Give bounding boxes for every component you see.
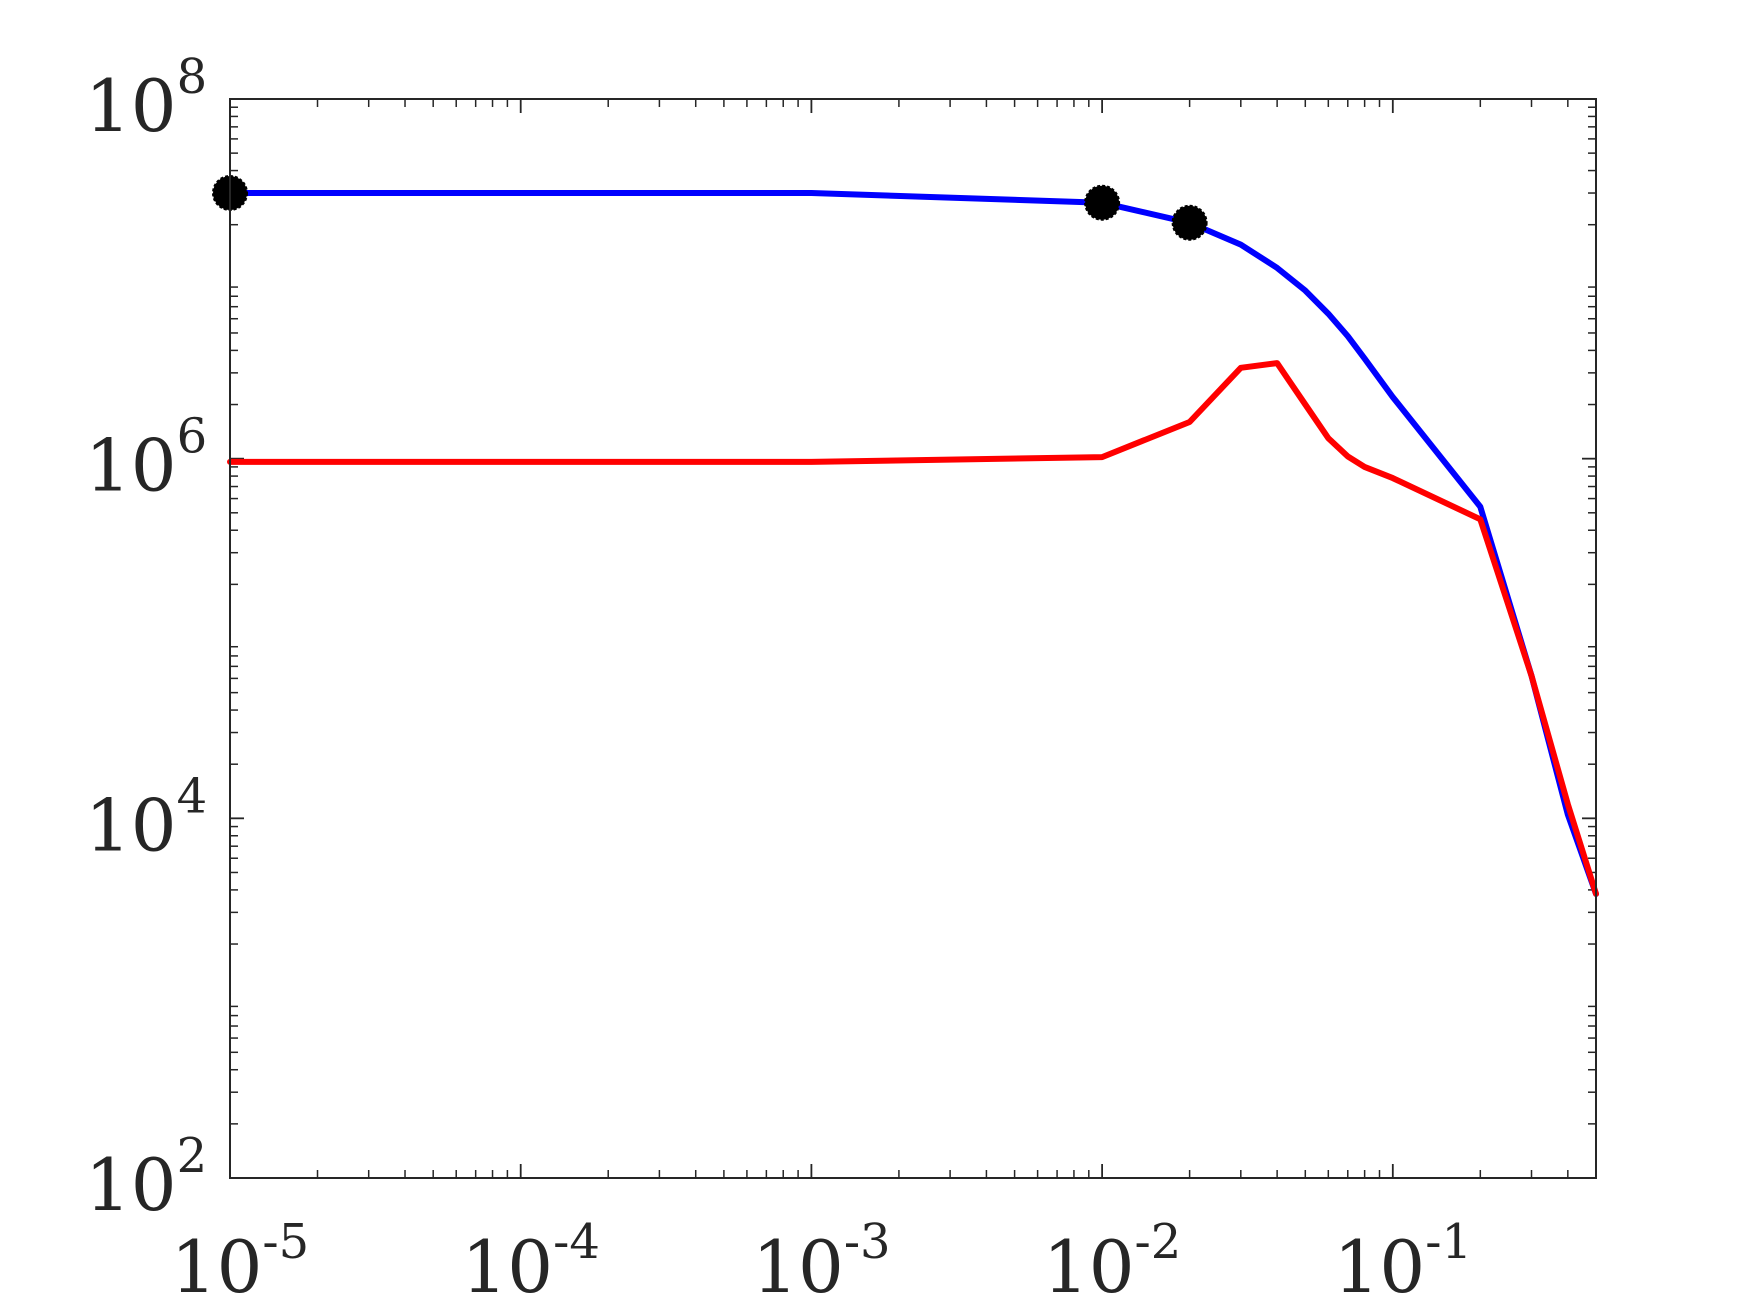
y-tick-labels: 102 104 106 108 <box>85 49 207 1227</box>
y-tick-label: 104 <box>85 768 207 867</box>
minor-ticks <box>230 99 1597 1178</box>
x-tick-label: 10-4 <box>462 1214 600 1309</box>
y-tick-label: 106 <box>85 409 207 508</box>
marker-point-3 <box>1171 204 1208 241</box>
major-ticks <box>229 98 1596 1179</box>
marker-layer <box>212 175 1208 241</box>
y-tick-label: 108 <box>85 49 207 148</box>
y-tick-label: 102 <box>85 1128 207 1227</box>
x-tick-label: 10-5 <box>171 1214 309 1309</box>
series-line-2 <box>227 360 1599 897</box>
series-line-1 <box>227 190 1599 897</box>
marker-point-2 <box>1084 184 1121 221</box>
series-layer <box>227 190 1599 897</box>
plot-frame <box>229 98 1597 1179</box>
x-tick-labels: 10-5 10-4 10-3 10-2 10-1 <box>171 1214 1472 1309</box>
x-tick-label: 10-3 <box>752 1214 890 1309</box>
x-tick-label: 10-2 <box>1043 1214 1181 1309</box>
x-tick-label: 10-1 <box>1334 1214 1472 1309</box>
